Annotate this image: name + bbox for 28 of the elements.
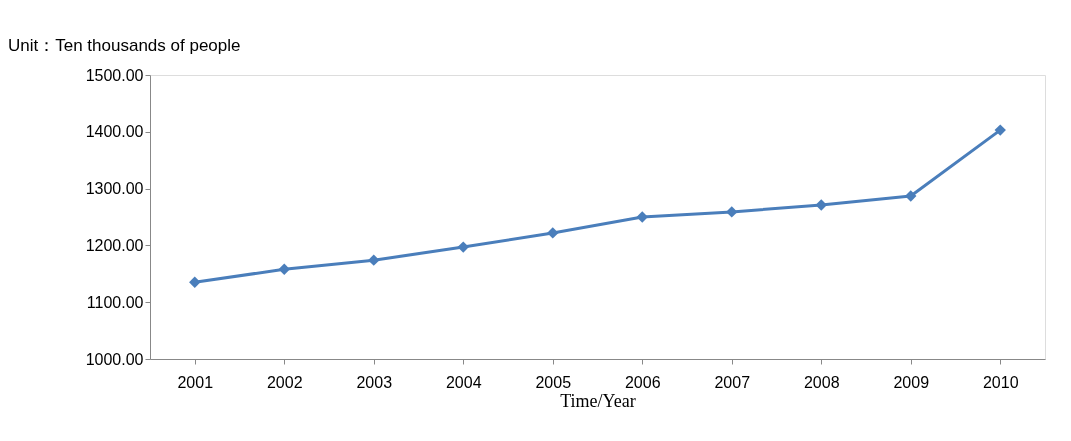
y-tick-label: 1500.00	[85, 66, 144, 84]
x-tick-label: 2002	[266, 373, 303, 391]
x-tick-label: 2007	[714, 373, 751, 391]
y-tick-label: 1300.00	[85, 180, 144, 198]
point	[994, 124, 1006, 136]
x-axis-title: Time/Year	[560, 390, 636, 411]
point	[726, 206, 738, 218]
point	[547, 227, 559, 239]
point	[636, 211, 648, 223]
x-tick-label: 2003	[356, 373, 393, 391]
x-tick-label: 2004	[445, 373, 482, 391]
point	[368, 254, 380, 266]
point	[905, 190, 917, 202]
point	[278, 263, 290, 275]
x-tick-label: 2010	[982, 373, 1019, 391]
y-tick-label: 1400.00	[85, 123, 144, 141]
chart-title: Unit：Ten thousands of people	[8, 36, 241, 55]
x-tick-label: 2001	[177, 373, 214, 391]
x-tick-label: 2006	[624, 373, 661, 391]
point	[457, 241, 469, 253]
y-tick-label: 1000.00	[85, 350, 144, 368]
x-tick-label: 2008	[803, 373, 840, 391]
point	[815, 199, 827, 211]
y-tick-label: 1200.00	[85, 236, 144, 254]
x-tick-label: 2009	[893, 373, 930, 391]
y-tick-label: 1100.00	[86, 293, 144, 311]
point	[189, 276, 201, 289]
x-tick-label: 2005	[535, 373, 572, 391]
